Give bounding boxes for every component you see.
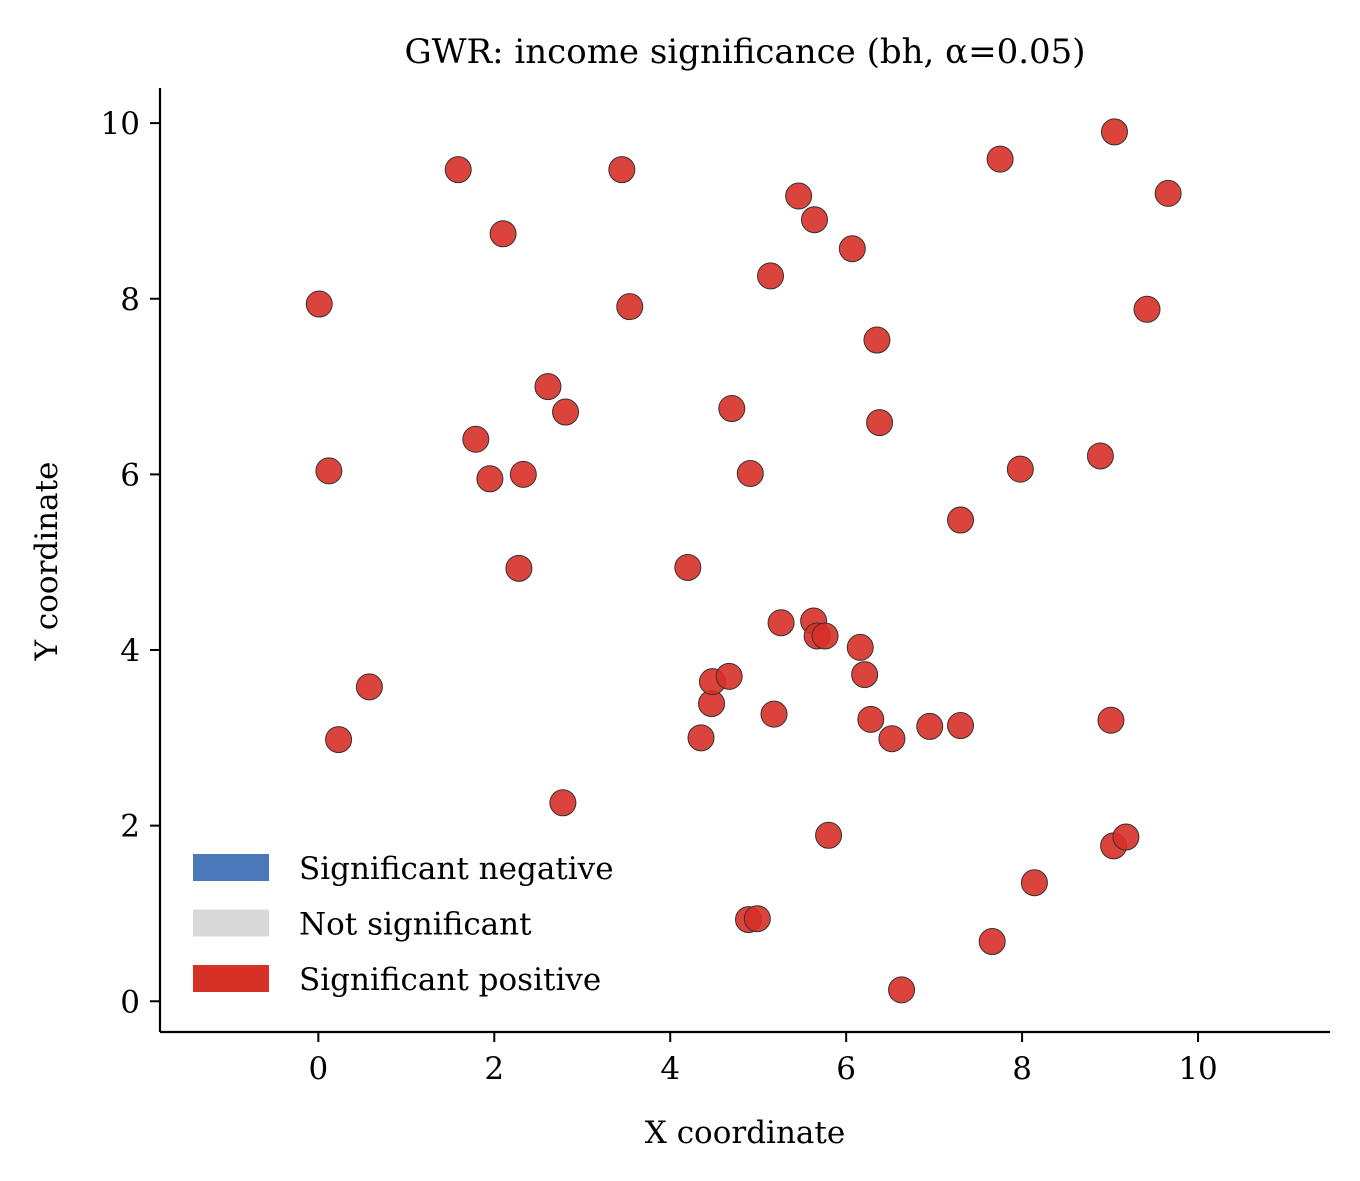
data-point: [857, 705, 885, 733]
data-points: [305, 118, 1182, 1004]
data-point: [838, 235, 866, 263]
data-point: [1133, 295, 1161, 323]
x-tick-label: 8: [1012, 1051, 1032, 1087]
y-tick-label: 10: [101, 106, 140, 142]
data-point: [757, 262, 785, 290]
data-point: [1006, 455, 1034, 483]
data-point: [1086, 442, 1114, 470]
data-point: [552, 398, 580, 426]
data-point: [476, 465, 504, 493]
chart-title: GWR: income significance (bh, α=0.05): [404, 32, 1085, 72]
data-point: [549, 789, 577, 817]
data-point: [1112, 823, 1140, 851]
data-point: [916, 712, 944, 740]
data-point: [866, 409, 894, 437]
data-point: [800, 206, 828, 234]
data-point: [1100, 118, 1128, 146]
legend-label: Significant positive: [299, 962, 601, 998]
legend-label: Significant negative: [299, 851, 614, 887]
legend: Significant negative Not significant Signi…: [193, 851, 614, 998]
data-point: [534, 373, 562, 401]
data-point: [718, 395, 746, 423]
data-point: [608, 156, 636, 184]
data-point: [760, 700, 788, 728]
legend-label: Not significant: [299, 907, 532, 943]
data-point: [815, 821, 843, 849]
data-point: [715, 662, 743, 690]
y-tick-label: 8: [120, 282, 140, 318]
data-point: [785, 182, 813, 210]
data-point: [509, 460, 537, 488]
data-point: [315, 457, 343, 485]
data-point: [444, 156, 472, 184]
y-tick-label: 0: [120, 984, 140, 1020]
data-point: [1020, 869, 1048, 897]
data-point: [851, 661, 879, 689]
data-point: [767, 609, 795, 637]
data-point: [489, 220, 517, 248]
y-axis-title: Y coordinate: [29, 462, 65, 662]
x-axis-title: X coordinate: [645, 1115, 845, 1151]
data-point: [355, 673, 383, 701]
data-point: [947, 506, 975, 534]
data-point: [462, 425, 490, 453]
data-point: [325, 726, 353, 754]
axes: 0 2 4 6 8 10 0 2 4 6 8 10: [101, 88, 1330, 1087]
data-point: [811, 622, 839, 650]
x-tick-label: 0: [308, 1051, 328, 1087]
data-point: [986, 145, 1014, 173]
data-point: [616, 293, 644, 321]
data-point: [863, 326, 891, 354]
x-tick-label: 4: [660, 1051, 680, 1087]
x-tick-label: 6: [836, 1051, 856, 1087]
data-point: [736, 460, 764, 488]
y-tick-label: 4: [120, 633, 140, 669]
data-point: [878, 725, 906, 753]
data-point: [1097, 706, 1125, 734]
data-point: [743, 905, 771, 933]
data-point: [1154, 179, 1182, 207]
legend-swatch: [193, 854, 269, 881]
data-point: [687, 724, 715, 752]
data-point: [978, 928, 1006, 956]
y-tick-label: 2: [120, 809, 140, 845]
x-tick-label: 10: [1178, 1051, 1217, 1087]
legend-swatch: [193, 965, 269, 992]
legend-swatch: [193, 909, 269, 937]
y-tick-label: 6: [120, 457, 140, 493]
data-point: [888, 976, 916, 1004]
data-point: [846, 633, 874, 661]
data-point: [674, 553, 702, 581]
x-tick-label: 2: [484, 1051, 504, 1087]
data-point: [305, 290, 333, 318]
data-point: [947, 712, 975, 740]
data-point: [505, 554, 533, 582]
